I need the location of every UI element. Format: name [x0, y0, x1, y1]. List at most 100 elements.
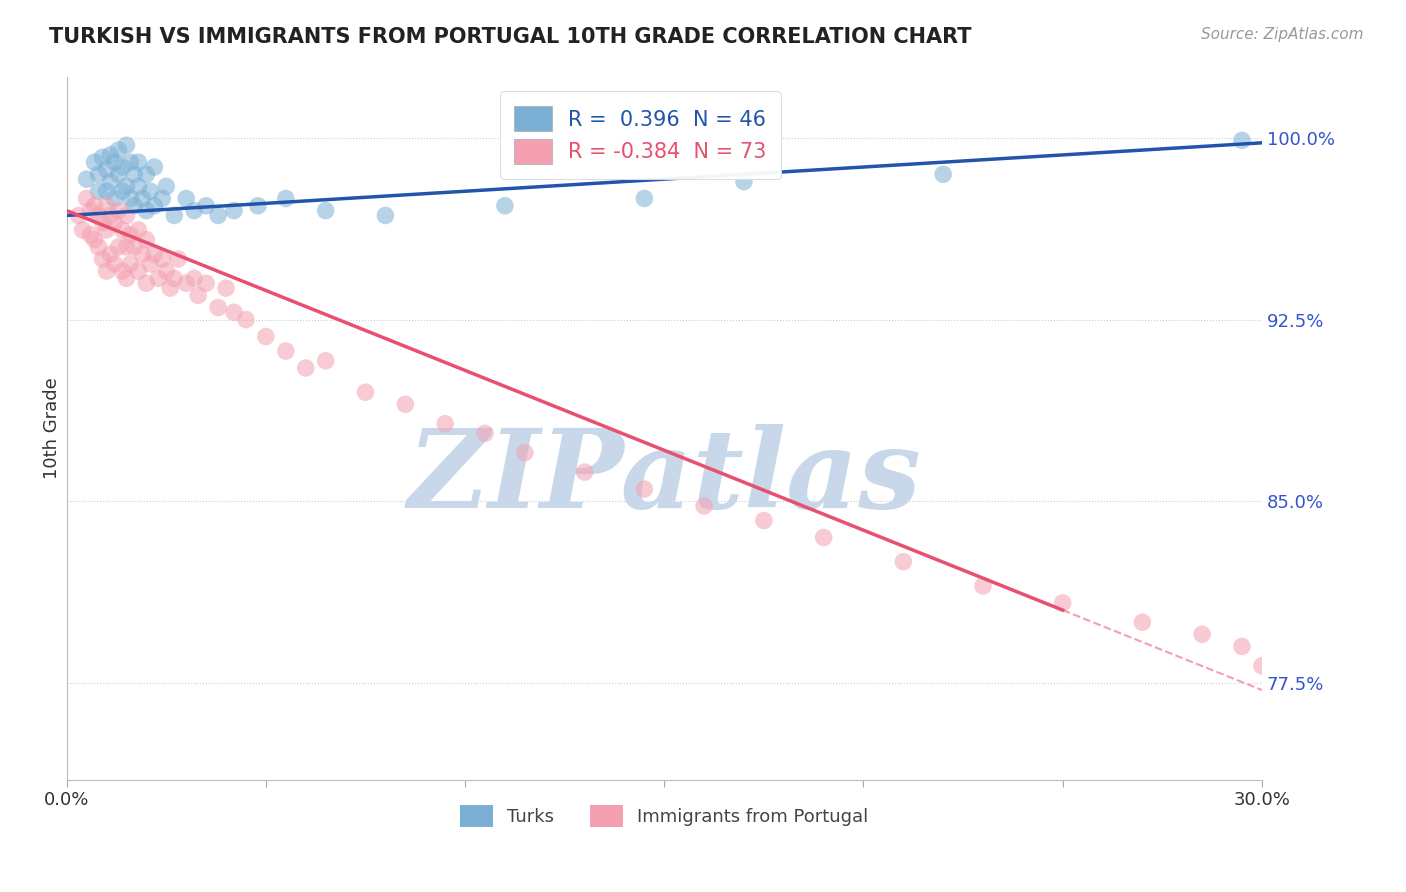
Point — [148, 271, 170, 285]
Point — [87, 184, 110, 198]
Point — [315, 353, 337, 368]
Point — [155, 179, 177, 194]
Point — [76, 172, 98, 186]
Point — [87, 240, 110, 254]
Point — [693, 499, 716, 513]
Text: Source: ZipAtlas.com: Source: ZipAtlas.com — [1201, 27, 1364, 42]
Point — [1251, 658, 1274, 673]
Point — [87, 167, 110, 181]
Point — [143, 160, 166, 174]
Point — [103, 155, 125, 169]
Point — [494, 199, 516, 213]
Point — [159, 281, 181, 295]
Point — [111, 184, 134, 198]
Point — [91, 252, 114, 266]
Point — [67, 209, 90, 223]
Point — [1132, 615, 1154, 630]
Point — [222, 305, 245, 319]
Point — [103, 192, 125, 206]
Point — [131, 192, 153, 206]
Point — [120, 227, 142, 242]
Point — [891, 555, 914, 569]
Point — [107, 143, 129, 157]
Point — [972, 579, 994, 593]
Point — [87, 209, 110, 223]
Point — [91, 216, 114, 230]
Point — [120, 155, 142, 169]
Point — [127, 179, 149, 194]
Point — [174, 277, 197, 291]
Point — [187, 288, 209, 302]
Point — [733, 175, 755, 189]
Y-axis label: 10th Grade: 10th Grade — [44, 377, 60, 479]
Point — [103, 216, 125, 230]
Point — [83, 155, 105, 169]
Point — [111, 264, 134, 278]
Point — [124, 199, 146, 213]
Point — [115, 138, 138, 153]
Point — [315, 203, 337, 218]
Point — [1191, 627, 1213, 641]
Point — [107, 203, 129, 218]
Point — [354, 385, 377, 400]
Point — [115, 209, 138, 223]
Point — [124, 240, 146, 254]
Point — [139, 257, 162, 271]
Point — [150, 252, 173, 266]
Point — [183, 203, 205, 218]
Point — [111, 160, 134, 174]
Point — [1230, 640, 1253, 654]
Point — [100, 247, 122, 261]
Text: TURKISH VS IMMIGRANTS FROM PORTUGAL 10TH GRADE CORRELATION CHART: TURKISH VS IMMIGRANTS FROM PORTUGAL 10TH… — [49, 27, 972, 46]
Point — [294, 361, 316, 376]
Text: ZIPatlas: ZIPatlas — [408, 424, 921, 532]
Point — [222, 203, 245, 218]
Point — [96, 223, 118, 237]
Point — [79, 227, 101, 242]
Point — [135, 233, 157, 247]
Point — [633, 482, 655, 496]
Point — [1330, 683, 1353, 698]
Point — [215, 281, 238, 295]
Point — [127, 223, 149, 237]
Point — [274, 344, 297, 359]
Point — [96, 264, 118, 278]
Point — [207, 209, 229, 223]
Point — [183, 271, 205, 285]
Point — [574, 465, 596, 479]
Point — [83, 233, 105, 247]
Point — [120, 257, 142, 271]
Point — [96, 162, 118, 177]
Point — [115, 179, 138, 194]
Point — [115, 271, 138, 285]
Legend: Turks, Immigrants from Portugal: Turks, Immigrants from Portugal — [453, 797, 876, 834]
Point — [127, 264, 149, 278]
Point — [246, 199, 269, 213]
Point — [124, 167, 146, 181]
Point — [174, 192, 197, 206]
Point — [120, 192, 142, 206]
Point — [79, 203, 101, 218]
Point — [107, 167, 129, 181]
Point — [100, 175, 122, 189]
Point — [1230, 133, 1253, 147]
Point — [115, 240, 138, 254]
Point — [100, 209, 122, 223]
Point — [1052, 596, 1074, 610]
Point — [143, 247, 166, 261]
Point — [76, 192, 98, 206]
Point — [752, 514, 775, 528]
Point — [127, 155, 149, 169]
Point — [111, 223, 134, 237]
Point — [96, 184, 118, 198]
Point — [207, 301, 229, 315]
Point — [143, 199, 166, 213]
Point — [155, 264, 177, 278]
Point — [100, 148, 122, 162]
Point — [139, 184, 162, 198]
Point — [254, 329, 277, 343]
Point — [135, 203, 157, 218]
Point — [1271, 668, 1294, 682]
Point — [474, 426, 496, 441]
Point — [163, 209, 186, 223]
